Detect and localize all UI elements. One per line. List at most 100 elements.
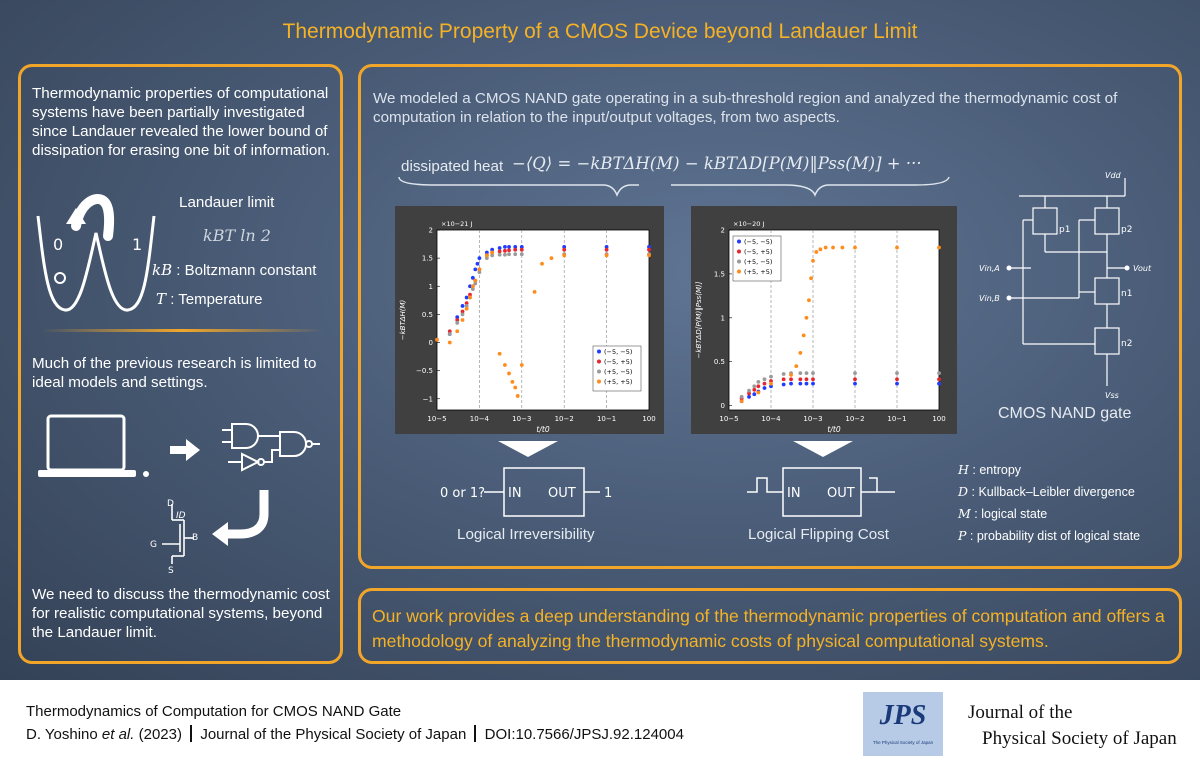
gate-left-in-label: IN bbox=[508, 486, 522, 501]
y-scale-label: ×10−21 J bbox=[441, 220, 473, 228]
data-point bbox=[853, 377, 857, 382]
y-tick-label: 0 bbox=[429, 339, 433, 347]
nand-p2: p2 bbox=[1121, 225, 1132, 235]
down-arrow-right-icon bbox=[793, 441, 853, 457]
double-well-diagram: 0 1 bbox=[36, 194, 156, 312]
y-tick-label: −0.5 bbox=[416, 367, 433, 375]
legend-entry: (+5, −5) bbox=[604, 368, 632, 376]
footer-etal: et al. bbox=[101, 726, 135, 743]
y-tick-label: 0.5 bbox=[714, 358, 725, 366]
data-point bbox=[477, 267, 482, 272]
gate-left-out-label: OUT bbox=[548, 486, 576, 501]
rising-pulse-icon bbox=[747, 477, 783, 493]
data-point bbox=[468, 292, 472, 297]
landauer-title: Landauer limit bbox=[179, 194, 275, 211]
left-closing-text: We need to discuss the thermodynamic cos… bbox=[32, 586, 330, 641]
data-point bbox=[490, 247, 495, 252]
flip-arrow-head bbox=[66, 208, 86, 224]
data-point bbox=[895, 371, 899, 376]
data-point bbox=[503, 252, 507, 257]
data-point bbox=[562, 244, 567, 249]
data-point bbox=[789, 377, 793, 382]
legend-entry: (+5, +5) bbox=[744, 268, 772, 276]
data-point bbox=[752, 384, 757, 389]
data-point bbox=[807, 298, 811, 303]
journal-name-line2: Physical Society of Japan bbox=[982, 728, 1177, 749]
data-point bbox=[513, 244, 518, 249]
footer-doi: DOI:10.7566/JPSJ.92.124004 bbox=[484, 726, 684, 743]
data-point bbox=[519, 244, 524, 249]
right-arrow-icon bbox=[170, 439, 200, 461]
ideal-to-real-diagram: D ID B G S bbox=[38, 414, 320, 575]
data-point bbox=[814, 250, 819, 254]
data-point bbox=[513, 385, 518, 390]
data-point bbox=[937, 381, 941, 386]
data-point bbox=[762, 381, 767, 386]
flip-arrow-icon bbox=[71, 194, 115, 241]
nand-vout: Vout bbox=[1133, 264, 1152, 273]
y-tick-label: 1 bbox=[429, 283, 433, 291]
logic-gates-icon bbox=[222, 423, 320, 472]
data-point bbox=[519, 247, 524, 252]
data-point bbox=[769, 374, 773, 379]
data-point bbox=[811, 371, 815, 376]
data-point bbox=[739, 394, 744, 399]
data-point bbox=[831, 245, 835, 250]
footer-divider bbox=[474, 725, 477, 742]
data-point bbox=[798, 351, 803, 355]
nand-n2: n2 bbox=[1121, 339, 1132, 349]
entropy-plot: 10−5 10−4 10−3 10−2 10−1 100 −1 −0.5 0 0.5 1 1.5 2 ×1… bbox=[399, 220, 656, 434]
data-point bbox=[604, 247, 609, 252]
x-tick-label: 10−5 bbox=[719, 415, 738, 423]
data-point bbox=[435, 337, 439, 342]
data-point bbox=[647, 247, 651, 252]
data-point bbox=[490, 253, 495, 258]
caption-irreversibility: Logical Irreversibility bbox=[457, 526, 595, 543]
data-point bbox=[895, 377, 899, 382]
footer-citation: D. Yoshino et al. (2023) Journal of the … bbox=[26, 725, 684, 743]
legend-marker bbox=[737, 259, 741, 264]
data-point bbox=[470, 284, 475, 289]
journal-name-line1: Journal of the bbox=[968, 702, 1073, 723]
legend-box bbox=[732, 235, 782, 282]
laptop-dot bbox=[143, 471, 149, 477]
x-tick-label: 100 bbox=[642, 415, 655, 423]
data-point bbox=[475, 261, 480, 266]
data-point bbox=[604, 244, 609, 249]
term-legend: H : entropy D : Kullback–Leibler diverge… bbox=[958, 462, 1173, 550]
term-row-prob: P : probability dist of logical state bbox=[958, 528, 1173, 550]
data-point bbox=[762, 377, 767, 382]
data-point bbox=[515, 394, 520, 398]
data-point bbox=[519, 363, 524, 367]
data-point bbox=[895, 245, 899, 250]
data-point bbox=[464, 301, 469, 306]
data-point bbox=[853, 381, 857, 386]
legend-marker bbox=[737, 269, 741, 274]
data-point bbox=[804, 371, 809, 376]
x-tick-label: 10−4 bbox=[761, 415, 781, 423]
data-point bbox=[497, 249, 502, 254]
data-point bbox=[503, 248, 507, 253]
data-point bbox=[756, 380, 761, 384]
data-point bbox=[447, 332, 452, 336]
legend-marker bbox=[597, 349, 601, 354]
legend-entry: (+5, −5) bbox=[744, 258, 772, 266]
data-point bbox=[811, 258, 815, 263]
data-point bbox=[739, 399, 744, 404]
footer-journal-ref: Journal of the Physical Society of Japan bbox=[200, 726, 467, 743]
legend-marker bbox=[597, 379, 601, 384]
data-point bbox=[789, 372, 793, 377]
data-point bbox=[473, 267, 478, 272]
data-point bbox=[562, 253, 567, 258]
heat-formula: −⟨Q⟩ = −kBTΔH(M) − kBTΔD[P(M)‖Pss(M)] + … bbox=[512, 154, 922, 173]
left-limited-text: Much of the previous research is limited… bbox=[32, 355, 317, 391]
data-point bbox=[781, 372, 786, 376]
data-point bbox=[473, 281, 478, 286]
kb-symbol: kB bbox=[152, 261, 173, 279]
term-symbol: H bbox=[958, 462, 969, 477]
gate-right-out-label: OUT bbox=[827, 486, 855, 501]
caption-flipping-cost: Logical Flipping Cost bbox=[748, 526, 889, 543]
data-point bbox=[470, 275, 475, 280]
entropy-plot-frame: 10−5 10−4 10−3 10−2 10−1 100 −1 −0.5 0 0.5 1 1.5 2 ×1… bbox=[395, 206, 664, 434]
well-label-1: 1 bbox=[132, 235, 142, 254]
